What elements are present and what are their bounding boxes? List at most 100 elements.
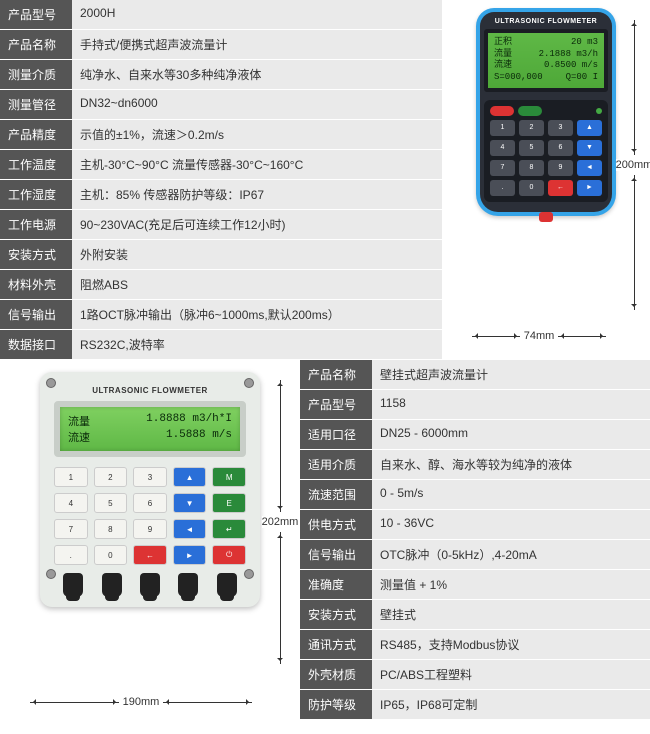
dimension-vertical: 202mm: [268, 380, 292, 664]
keypad-button: ←: [133, 545, 167, 565]
screw-icon: [244, 378, 254, 388]
gland-icon: [178, 573, 198, 597]
dimension-horizontal: 190mm: [30, 694, 252, 710]
spec-label: 安装方式: [0, 240, 72, 269]
dimension-vertical: 200mm: [622, 20, 646, 310]
top-spec-table: 产品型号2000H产品名称手持式/便携式超声波流量计测量介质纯净水、自来水等30…: [0, 0, 442, 360]
spec-row: 测量介质纯净水、自来水等30多种纯净液体: [0, 60, 442, 90]
spec-row: 工作电源90~230VAC(充足后可连续工作12小时): [0, 210, 442, 240]
keypad-button: 6: [548, 140, 573, 156]
keypad-button: .: [54, 545, 88, 565]
keypad-button: 0: [519, 180, 544, 196]
bottom-section: ULTRASONIC FLOWMETER 流量1.8888 m3/h*I流速1.…: [0, 360, 650, 720]
keypad-button: 0: [94, 545, 128, 565]
spec-label: 测量管径: [0, 90, 72, 119]
spec-row: 信号输出OTC脉冲（0-5kHz）,4-20mA: [300, 540, 650, 570]
spec-row: 测量管径DN32~dn6000: [0, 90, 442, 120]
keypad-button: 9: [548, 160, 573, 176]
spec-label: 信号输出: [0, 300, 72, 329]
spec-value: 1路OCT脉冲输出（脉冲6~1000ms,默认200ms）: [72, 300, 442, 329]
spec-value: PC/ABS工程塑料: [372, 660, 650, 689]
spec-label: 供电方式: [300, 510, 372, 539]
spec-row: 适用口径DN25 - 6000mm: [300, 420, 650, 450]
keypad-button: ←: [548, 180, 573, 196]
keypad-button: 7: [54, 519, 88, 539]
spec-label: 工作湿度: [0, 180, 72, 209]
spec-row: 安装方式外附安装: [0, 240, 442, 270]
spec-label: 适用口径: [300, 420, 372, 449]
spec-label: 产品型号: [0, 0, 72, 29]
spec-value: 壁挂式: [372, 600, 650, 629]
spec-row: 数据接口RS232C,波特率: [0, 330, 442, 360]
spec-label: 工作电源: [0, 210, 72, 239]
spec-value: 壁挂式超声波流量计: [372, 360, 650, 389]
keypad-button: 1: [54, 467, 88, 487]
gland-icon: [102, 573, 122, 597]
spec-label: 产品名称: [300, 360, 372, 389]
spec-row: 材料外壳阻燃ABS: [0, 270, 442, 300]
lanyard-tab: [539, 212, 553, 222]
lcd-row: 流量1.8888 m3/h*I: [68, 413, 232, 429]
keypad-button: 4: [54, 493, 88, 513]
gland-icon: [217, 573, 237, 597]
spec-value: 1158: [372, 390, 650, 419]
spec-value: IP65，IP68可定制: [372, 690, 650, 719]
device-title: ULTRASONIC FLOWMETER: [484, 18, 608, 25]
lcd-screen: 正积20 m3流量2.1888 m3/h流速0.8500 m/sS=000,00…: [484, 29, 608, 92]
keypad-button: 8: [519, 160, 544, 176]
device-title: ULTRASONIC FLOWMETER: [54, 386, 246, 395]
spec-row: 产品精度示值的±1%，流速＞0.2m/s: [0, 120, 442, 150]
spec-row: 通讯方式RS485，支持Modbus协议: [300, 630, 650, 660]
spec-row: 准确度测量值 + 1%: [300, 570, 650, 600]
spec-value: DN32~dn6000: [72, 90, 442, 119]
spec-label: 材料外壳: [0, 270, 72, 299]
lcd-row: 正积20 m3: [494, 37, 598, 49]
screw-icon: [46, 569, 56, 579]
spec-label: 安装方式: [300, 600, 372, 629]
spec-row: 流速范围0 - 5m/s: [300, 480, 650, 510]
keypad-button: 9: [133, 519, 167, 539]
spec-row: 产品型号1158: [300, 390, 650, 420]
spec-value: 阻燃ABS: [72, 270, 442, 299]
keypad-button: M: [212, 467, 246, 487]
lcd-row: 流量2.1888 m3/h: [494, 49, 598, 61]
keypad-button: ↵: [212, 519, 246, 539]
spec-value: 0 - 5m/s: [372, 480, 650, 509]
spec-label: 测量介质: [0, 60, 72, 89]
keypad: 123▲456▼789◄.0←►: [484, 100, 608, 202]
spec-row: 外壳材质PC/ABS工程塑料: [300, 660, 650, 690]
spec-label: 信号输出: [300, 540, 372, 569]
top-section: 产品型号2000H产品名称手持式/便携式超声波流量计测量介质纯净水、自来水等30…: [0, 0, 650, 360]
spec-row: 产品型号2000H: [0, 0, 442, 30]
keypad-button: 3: [548, 120, 573, 136]
keypad-button: ▲: [577, 120, 602, 136]
keypad-button: 6: [133, 493, 167, 513]
screw-icon: [46, 378, 56, 388]
keypad-button: ▼: [173, 493, 207, 513]
spec-label: 流速范围: [300, 480, 372, 509]
spec-label: 数据接口: [0, 330, 72, 359]
keypad-button: 5: [519, 140, 544, 156]
spec-row: 工作湿度主机：85% 传感器防护等级：IP67: [0, 180, 442, 210]
bottom-spec-table: 产品名称壁挂式超声波流量计产品型号1158适用口径DN25 - 6000mm适用…: [300, 360, 650, 720]
spec-value: 10 - 36VC: [372, 510, 650, 539]
keypad-button: ►: [173, 545, 207, 565]
keypad-button: E: [212, 493, 246, 513]
keypad-button: ◄: [577, 160, 602, 176]
spec-label: 产品名称: [0, 30, 72, 59]
keypad-button: 8: [94, 519, 128, 539]
keypad-button: ⏻: [212, 545, 246, 565]
spec-label: 工作温度: [0, 150, 72, 179]
spec-row: 安装方式壁挂式: [300, 600, 650, 630]
spec-label: 产品型号: [300, 390, 372, 419]
keypad-button: 7: [490, 160, 515, 176]
lcd-row: S=000,000Q=00 I: [494, 72, 598, 84]
spec-row: 信号输出1路OCT脉冲输出（脉冲6~1000ms,默认200ms）: [0, 300, 442, 330]
keypad-button: ▲: [173, 467, 207, 487]
spec-label: 准确度: [300, 570, 372, 599]
spec-value: 纯净水、自来水等30多种纯净液体: [72, 60, 442, 89]
handheld-body: ULTRASONIC FLOWMETER 正积20 m3流量2.1888 m3/…: [476, 8, 616, 216]
spec-label: 适用介质: [300, 450, 372, 479]
wallmount-device-image: ULTRASONIC FLOWMETER 流量1.8888 m3/h*I流速1.…: [0, 360, 300, 720]
wallmount-body: ULTRASONIC FLOWMETER 流量1.8888 m3/h*I流速1.…: [40, 372, 260, 607]
